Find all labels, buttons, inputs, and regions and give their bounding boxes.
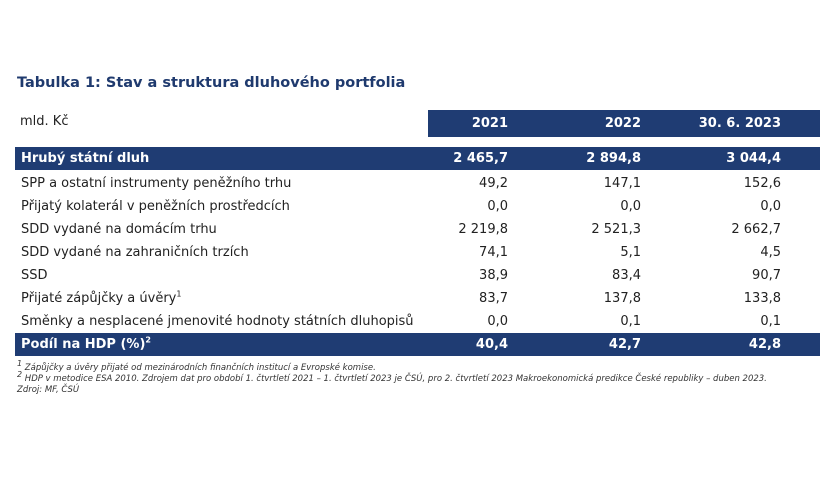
column-header-2023: 30. 6. 2023: [698, 116, 781, 131]
gdp-share-row: Podíl na HDP (%)2 40,4 42,7 42,8: [15, 333, 820, 356]
row-label: SDD vydané na domácím trhu: [21, 222, 217, 237]
row-label: SDD vydané na zahraničních trzích: [21, 245, 249, 260]
table-row: SDD vydané na zahraničních trzích 74,1 5…: [15, 241, 820, 264]
cell-2021: 0,0: [487, 314, 508, 329]
table-row: Přijaté zápůjčky a úvěry1 83,7 137,8 133…: [15, 287, 820, 310]
cell-2021: 2 219,8: [458, 222, 508, 237]
footnote: 2 HDP v metodice ESA 2010. Zdrojem dat p…: [17, 370, 767, 384]
column-header-bar: 2021 2022 30. 6. 2023: [428, 110, 820, 137]
row-label: Směnky a nesplacené jmenovité hodnoty st…: [21, 314, 414, 329]
row-label: Přijaté zápůjčky a úvěry1: [21, 289, 182, 306]
table-row: SPP a ostatní instrumenty peněžního trhu…: [15, 172, 820, 195]
table-row: Směnky a nesplacené jmenovité hodnoty st…: [15, 310, 820, 333]
table-row: Přijatý kolaterál v peněžních prostředcí…: [15, 195, 820, 218]
cell-2023: 3 044,4: [726, 151, 781, 166]
cell-2021: 49,2: [479, 176, 508, 191]
cell-2021: 74,1: [479, 245, 508, 260]
cell-2023: 90,7: [752, 268, 781, 283]
cell-2022: 2 894,8: [586, 151, 641, 166]
cell-2022: 2 521,3: [591, 222, 641, 237]
row-label: SPP a ostatní instrumenty peněžního trhu: [21, 176, 292, 191]
cell-2023: 42,8: [748, 337, 781, 352]
cell-2022: 0,1: [620, 314, 641, 329]
cell-2021: 2 465,7: [453, 151, 508, 166]
cell-2021: 0,0: [487, 199, 508, 214]
row-label: Hrubý státní dluh: [21, 151, 150, 166]
cell-2023: 4,5: [760, 245, 781, 260]
column-header-2022: 2022: [604, 116, 641, 131]
table-row: SSD 38,9 83,4 90,7: [15, 264, 820, 287]
table-title: Tabulka 1: Stav a struktura dluhového po…: [17, 75, 406, 91]
cell-2021: 38,9: [479, 268, 508, 283]
unit-label: mld. Kč: [20, 114, 69, 129]
source-note: Zdroj: MF, ČSÚ: [17, 385, 80, 395]
cell-2021: 83,7: [479, 291, 508, 306]
cell-2022: 0,0: [620, 199, 641, 214]
cell-2021: 40,4: [475, 337, 508, 352]
footnotes: 1 Zápůjčky a úvěry přijaté od mezinárodn…: [17, 359, 822, 396]
cell-2023: 0,0: [760, 199, 781, 214]
gross-debt-row: Hrubý státní dluh 2 465,7 2 894,8 3 044,…: [15, 147, 820, 170]
cell-2023: 133,8: [743, 291, 781, 306]
cell-2023: 0,1: [760, 314, 781, 329]
row-label: SSD: [21, 268, 48, 283]
cell-2022: 147,1: [603, 176, 641, 191]
footnote: 1 Zápůjčky a úvěry přijaté od mezinárodn…: [17, 359, 376, 373]
cell-2022: 5,1: [620, 245, 641, 260]
cell-2023: 152,6: [743, 176, 781, 191]
table-row: SDD vydané na domácím trhu 2 219,8 2 521…: [15, 218, 820, 241]
cell-2022: 137,8: [603, 291, 641, 306]
cell-2022: 42,7: [608, 337, 641, 352]
cell-2022: 83,4: [612, 268, 641, 283]
row-label: Podíl na HDP (%)2: [21, 335, 151, 352]
row-label: Přijatý kolaterál v peněžních prostředcí…: [21, 199, 290, 214]
cell-2023: 2 662,7: [731, 222, 781, 237]
column-header-2021: 2021: [471, 116, 508, 131]
